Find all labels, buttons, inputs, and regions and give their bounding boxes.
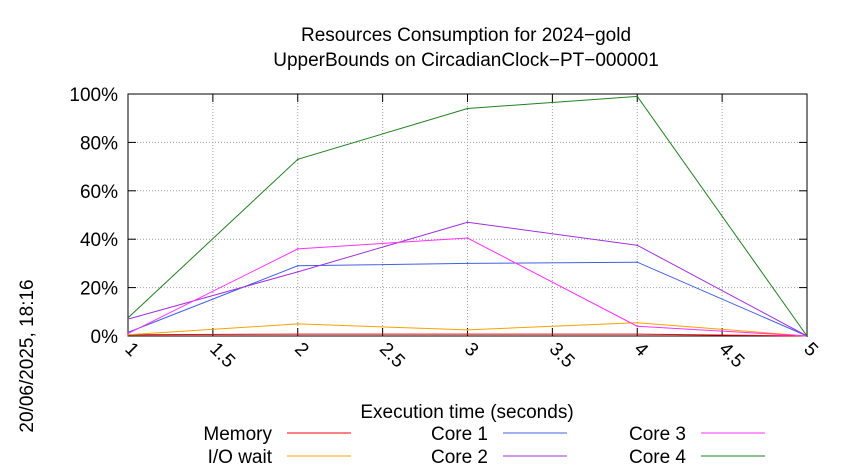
x-tick-label: 3.5	[545, 339, 579, 373]
y-tick-label: 80%	[80, 133, 118, 154]
legend-label: I/O wait	[208, 447, 273, 468]
data-point	[466, 333, 469, 335]
x-tick-label: 1	[120, 339, 142, 361]
data-point	[296, 247, 299, 250]
series-lines	[127, 95, 808, 337]
y-tick-label: 40%	[80, 230, 118, 251]
x-tick-label: 1.5	[205, 339, 239, 373]
data-point	[636, 333, 639, 335]
legend-label: Core 2	[431, 447, 488, 468]
data-point	[466, 262, 469, 265]
legend-label: Core 1	[431, 424, 488, 445]
plot-border	[127, 93, 808, 337]
legend-label: Core 4	[629, 447, 686, 468]
data-point	[636, 261, 639, 264]
x-tick-label: 4.5	[715, 339, 749, 373]
data-point	[466, 329, 469, 331]
x-tick-label: 2.5	[375, 339, 409, 373]
grid	[128, 94, 807, 336]
data-point	[466, 107, 469, 110]
chart-subtitle: UpperBounds on CircadianClock−PT−000001	[273, 50, 659, 71]
x-axis-label: Execution time (seconds)	[360, 402, 573, 423]
y-tick-label: 20%	[80, 279, 118, 300]
side-timestamp: 20/06/2025, 18:16	[17, 279, 38, 432]
data-point	[127, 332, 129, 335]
data-point	[296, 264, 299, 267]
data-point	[466, 237, 469, 239]
data-point	[466, 221, 469, 224]
x-tick-label: 4	[630, 339, 653, 362]
x-tick-label: 3	[460, 339, 482, 361]
y-tick-label: 60%	[80, 182, 118, 203]
data-point	[296, 333, 299, 335]
legend-label: Memory	[203, 424, 272, 445]
data-point	[296, 323, 299, 325]
data-point	[127, 316, 129, 319]
y-tick-label: 0%	[91, 327, 119, 348]
series-line-core-1	[127, 261, 808, 337]
data-point	[296, 270, 299, 273]
x-tick-label: 2	[290, 339, 312, 361]
data-point	[296, 158, 299, 161]
series-line-core-4	[127, 95, 808, 337]
data-point	[636, 321, 639, 324]
chart-title: Resources Consumption for 2024−gold	[301, 25, 631, 46]
data-point	[806, 335, 808, 337]
legend-label: Core 3	[629, 424, 686, 445]
data-point	[636, 244, 639, 247]
x-tick-label: 5	[799, 339, 821, 361]
data-point	[636, 325, 639, 328]
y-tick-label: 100%	[69, 85, 118, 106]
data-point	[636, 95, 639, 98]
